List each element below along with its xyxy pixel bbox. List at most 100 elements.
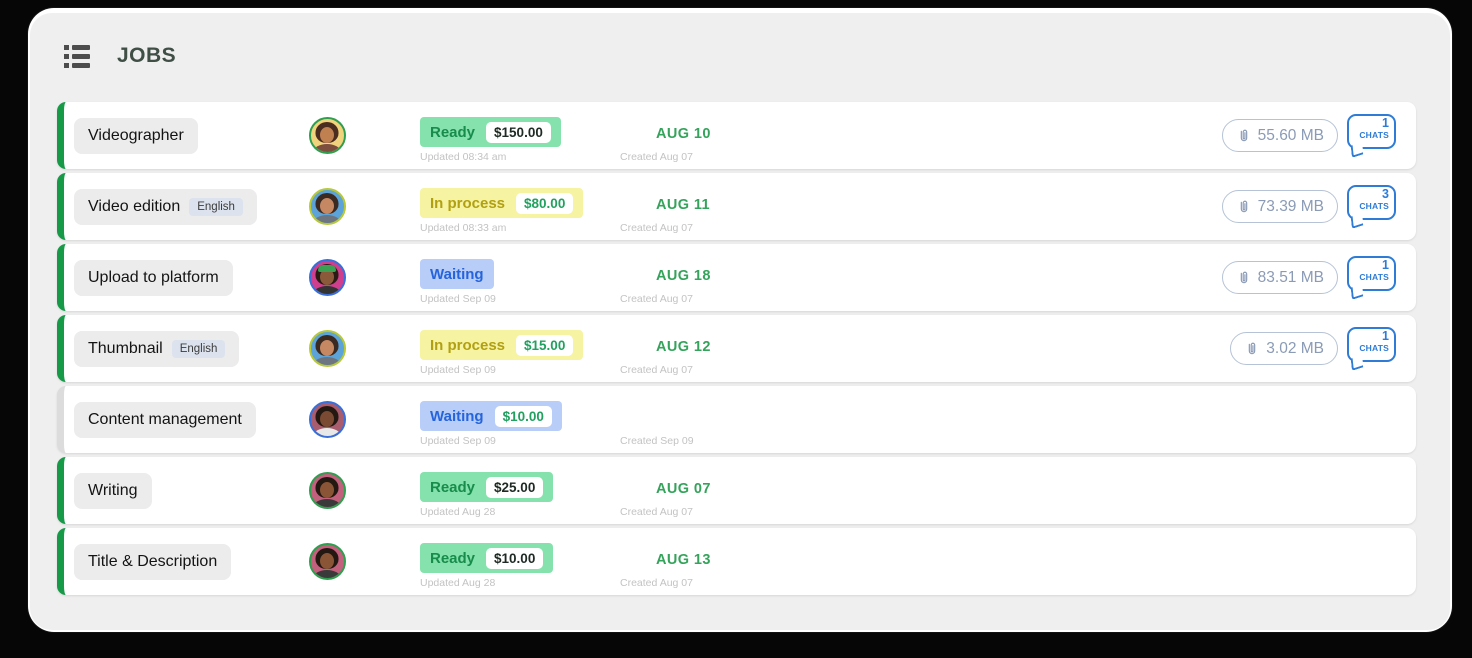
page-title: JOBS <box>117 44 177 67</box>
language-badge: English <box>171 339 226 358</box>
job-name-pill[interactable]: Content management <box>74 401 256 438</box>
job-name-pill[interactable]: Writing <box>74 472 152 509</box>
status-badge[interactable]: Waiting $10.00 <box>420 401 562 431</box>
job-name: Videographer <box>88 126 184 144</box>
status-badge[interactable]: Ready $150.00 <box>420 117 561 147</box>
job-name: Video edition <box>88 197 181 215</box>
price-badge: $80.00 <box>516 192 574 214</box>
updated-caption: Updated Sep 09 <box>420 364 496 376</box>
attachment-size-pill[interactable]: 83.51 MB <box>1221 261 1338 294</box>
chat-count: 1 <box>1382 258 1389 272</box>
created-caption: Created Aug 07 <box>620 364 693 376</box>
avatar-torso <box>313 286 341 294</box>
attachment-size: 55.60 MB <box>1257 126 1324 144</box>
job-row[interactable]: Videographer Ready $150.00 <box>57 102 1416 169</box>
avatar-face <box>320 482 334 498</box>
chats-button[interactable]: 1 CHATS <box>1347 327 1396 362</box>
paperclip-icon <box>1240 271 1247 283</box>
due-date: AUG 12 <box>656 339 711 355</box>
avatar-torso <box>313 570 341 578</box>
avatar-face <box>320 411 334 427</box>
paperclip-icon <box>1248 342 1256 354</box>
created-caption: Created Aug 07 <box>620 151 693 163</box>
status-badge[interactable]: Ready $25.00 <box>420 472 554 502</box>
job-name: Upload to platform <box>88 268 219 286</box>
attachment-size-pill[interactable]: 55.60 MB <box>1221 119 1338 152</box>
status-badge[interactable]: In process $80.00 <box>420 188 584 218</box>
chat-count: 1 <box>1382 329 1389 343</box>
created-caption: Created Aug 07 <box>620 506 693 518</box>
chats-button[interactable]: 1 CHATS <box>1347 256 1396 291</box>
job-name-pill[interactable]: Videographer <box>74 117 198 154</box>
chats-button[interactable]: 1 CHATS <box>1347 114 1396 149</box>
attachment-size-pill[interactable]: 73.39 MB <box>1221 190 1338 223</box>
updated-caption: Updated 08:34 am <box>420 151 507 163</box>
status-label: In process <box>430 194 506 212</box>
job-row[interactable]: Title & Description Ready $10.0 <box>57 528 1416 595</box>
assignee-avatar[interactable] <box>308 259 346 296</box>
job-name-pill[interactable]: Thumbnail English <box>74 330 240 367</box>
assignee-avatar[interactable] <box>308 188 346 225</box>
job-name: Thumbnail <box>88 339 163 357</box>
assignee-avatar[interactable] <box>308 401 346 438</box>
due-date: AUG 11 <box>656 197 710 213</box>
updated-caption: Updated 08:33 am <box>420 222 507 234</box>
job-name: Content management <box>88 410 242 428</box>
avatar-torso <box>313 428 341 436</box>
page-header: JOBS <box>30 13 1450 69</box>
price-badge: $10.00 <box>486 547 544 569</box>
attachment-size: 73.39 MB <box>1257 197 1324 215</box>
job-name-pill[interactable]: Title & Description <box>74 543 232 580</box>
updated-caption: Updated Sep 09 <box>420 435 496 447</box>
job-name: Title & Description <box>88 552 218 570</box>
job-row[interactable]: Video edition English In process <box>57 173 1416 240</box>
job-row[interactable]: Content management Waiting $10. <box>57 386 1416 453</box>
job-row[interactable]: Thumbnail English In process $15 <box>57 315 1416 382</box>
status-label: Waiting <box>430 265 484 283</box>
price-badge: $10.00 <box>494 405 552 427</box>
job-row[interactable]: Upload to platform Waiting <box>57 244 1416 311</box>
updated-caption: Updated Aug 28 <box>420 577 496 589</box>
job-name-pill[interactable]: Video edition English <box>74 188 257 225</box>
status-badge[interactable]: Ready $10.00 <box>420 543 554 573</box>
created-caption: Created Aug 07 <box>620 222 693 234</box>
chat-label: CHATS <box>1359 130 1389 140</box>
price-badge: $150.00 <box>486 121 551 143</box>
job-name-pill[interactable]: Upload to platform <box>74 259 233 296</box>
due-date: AUG 13 <box>656 552 711 568</box>
updated-caption: Updated Aug 28 <box>420 506 496 518</box>
due-date: AUG 18 <box>656 268 711 284</box>
language-badge: English <box>189 197 243 216</box>
job-row[interactable]: Writing Ready $25.00 <box>57 457 1416 524</box>
assignee-avatar[interactable] <box>308 543 346 580</box>
chat-count: 3 <box>1382 187 1389 201</box>
app-window: JOBS Videographer <box>28 8 1452 632</box>
created-caption: Created Sep 09 <box>620 435 694 447</box>
assignee-avatar[interactable] <box>308 472 346 509</box>
created-caption: Created Aug 07 <box>620 577 693 589</box>
status-label: Ready <box>430 478 476 496</box>
due-date: AUG 10 <box>656 126 711 142</box>
avatar-torso <box>313 357 341 365</box>
attachment-size: 83.51 MB <box>1257 268 1324 286</box>
created-caption: Created Aug 07 <box>620 293 693 305</box>
chats-button[interactable]: 3 CHATS <box>1347 185 1396 220</box>
status-badge[interactable]: In process $15.00 <box>420 330 584 360</box>
chat-label: CHATS <box>1359 272 1389 282</box>
job-name: Writing <box>88 481 138 499</box>
assignee-avatar[interactable] <box>308 117 346 154</box>
avatar-torso <box>313 144 341 152</box>
menu-list-icon[interactable] <box>64 44 90 68</box>
avatar-hat <box>318 265 336 272</box>
avatar-face <box>320 553 334 569</box>
chat-label: CHATS <box>1359 343 1389 353</box>
avatar-face <box>320 198 334 214</box>
status-badge[interactable]: Waiting <box>420 259 494 289</box>
attachment-size: 3.02 MB <box>1266 339 1324 357</box>
price-badge: $25.00 <box>486 476 544 498</box>
paperclip-icon <box>1240 129 1247 141</box>
due-date: AUG 07 <box>656 481 711 497</box>
assignee-avatar[interactable] <box>308 330 346 367</box>
attachment-size-pill[interactable]: 3.02 MB <box>1230 332 1338 365</box>
avatar-torso <box>313 499 341 507</box>
